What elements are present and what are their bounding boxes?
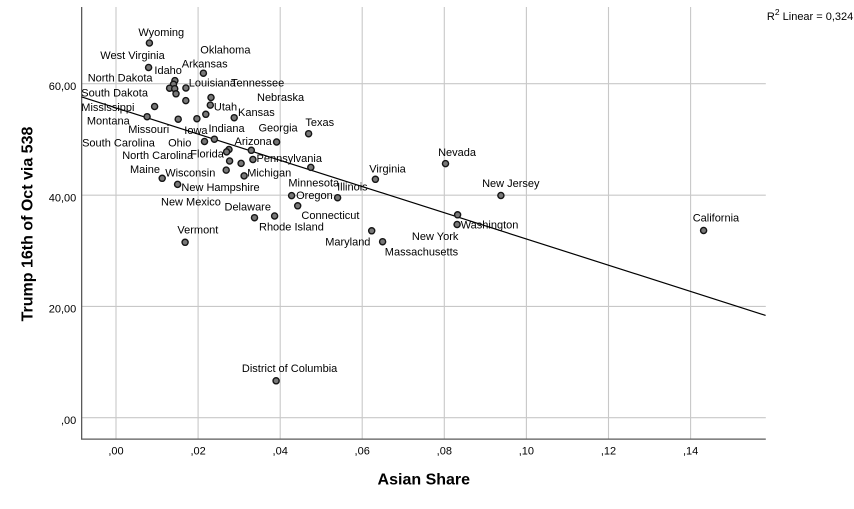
svg-text:Maine: Maine [130, 164, 160, 176]
svg-text:Nebraska: Nebraska [257, 92, 305, 104]
svg-text:North Dakota: North Dakota [88, 73, 154, 85]
svg-text:South Carolina: South Carolina [82, 137, 156, 149]
svg-text:Montana: Montana [87, 115, 131, 127]
svg-text:Pennsylvania: Pennsylvania [257, 153, 323, 165]
svg-text:60,00: 60,00 [49, 81, 77, 93]
svg-text:Massachusetts: Massachusetts [385, 247, 459, 259]
svg-text:Ohio: Ohio [168, 137, 191, 149]
svg-text:Tennessee: Tennessee [231, 78, 284, 90]
svg-text:Wisconsin: Wisconsin [165, 168, 215, 180]
svg-text:New York: New York [412, 231, 459, 243]
svg-text:20,00: 20,00 [49, 304, 77, 316]
svg-text:Mississippi: Mississippi [81, 102, 134, 114]
svg-text:California: California [693, 213, 740, 225]
svg-text:Texas: Texas [305, 117, 334, 129]
svg-text:,08: ,08 [437, 446, 452, 458]
svg-text:Arizona: Arizona [235, 136, 273, 148]
svg-text:New Jersey: New Jersey [482, 178, 540, 190]
svg-text:District of Columbia: District of Columbia [242, 363, 338, 375]
svg-text:,10: ,10 [519, 446, 534, 458]
svg-text:Michigan: Michigan [247, 168, 291, 180]
svg-text:Georgia: Georgia [259, 122, 299, 134]
svg-text:Virginia: Virginia [369, 163, 406, 175]
svg-text:Indiana: Indiana [209, 123, 246, 135]
svg-text:,06: ,06 [355, 446, 370, 458]
svg-text:Illinois: Illinois [337, 181, 368, 193]
svg-text:New Mexico: New Mexico [161, 197, 221, 209]
svg-text:,00: ,00 [108, 446, 123, 458]
svg-text:R2 Linear = 0,324: R2 Linear = 0,324 [767, 7, 853, 23]
svg-text:Oregon: Oregon [296, 190, 333, 202]
svg-text:Asian Share: Asian Share [378, 472, 471, 489]
svg-text:Connecticut: Connecticut [301, 210, 359, 222]
svg-text:Florida: Florida [190, 149, 225, 161]
svg-text:Utah: Utah [214, 101, 237, 113]
svg-text:,04: ,04 [273, 446, 288, 458]
svg-text:Nevada: Nevada [438, 147, 477, 159]
svg-text:,14: ,14 [683, 446, 698, 458]
svg-text:North Carolina: North Carolina [122, 150, 194, 162]
svg-text:New Hampshire: New Hampshire [181, 182, 259, 194]
svg-text:Wyoming: Wyoming [138, 27, 184, 39]
svg-text:Iowa: Iowa [184, 125, 208, 137]
svg-text:Minnesota: Minnesota [288, 177, 340, 189]
svg-text:40,00: 40,00 [49, 192, 77, 204]
svg-text:Vermont: Vermont [177, 225, 218, 237]
svg-text:,00: ,00 [61, 415, 76, 427]
svg-text:Delaware: Delaware [225, 201, 271, 213]
svg-text:,02: ,02 [190, 446, 205, 458]
svg-text:Rhode Island: Rhode Island [259, 222, 324, 234]
svg-text:Trump 16th of Oct via 538: Trump 16th of Oct via 538 [20, 127, 37, 322]
svg-text:,12: ,12 [601, 446, 616, 458]
svg-text:Washington: Washington [461, 220, 519, 232]
svg-text:Missouri: Missouri [128, 124, 169, 136]
svg-text:Kansas: Kansas [238, 107, 275, 119]
svg-text:Arkansas: Arkansas [182, 58, 228, 70]
svg-text:Idaho: Idaho [154, 65, 182, 77]
svg-text:South Dakota: South Dakota [81, 88, 149, 100]
svg-text:Maryland: Maryland [325, 236, 370, 248]
svg-text:West Virginia: West Virginia [100, 50, 165, 62]
svg-text:Oklahoma: Oklahoma [200, 45, 251, 57]
svg-text:Louisiana: Louisiana [189, 78, 237, 90]
